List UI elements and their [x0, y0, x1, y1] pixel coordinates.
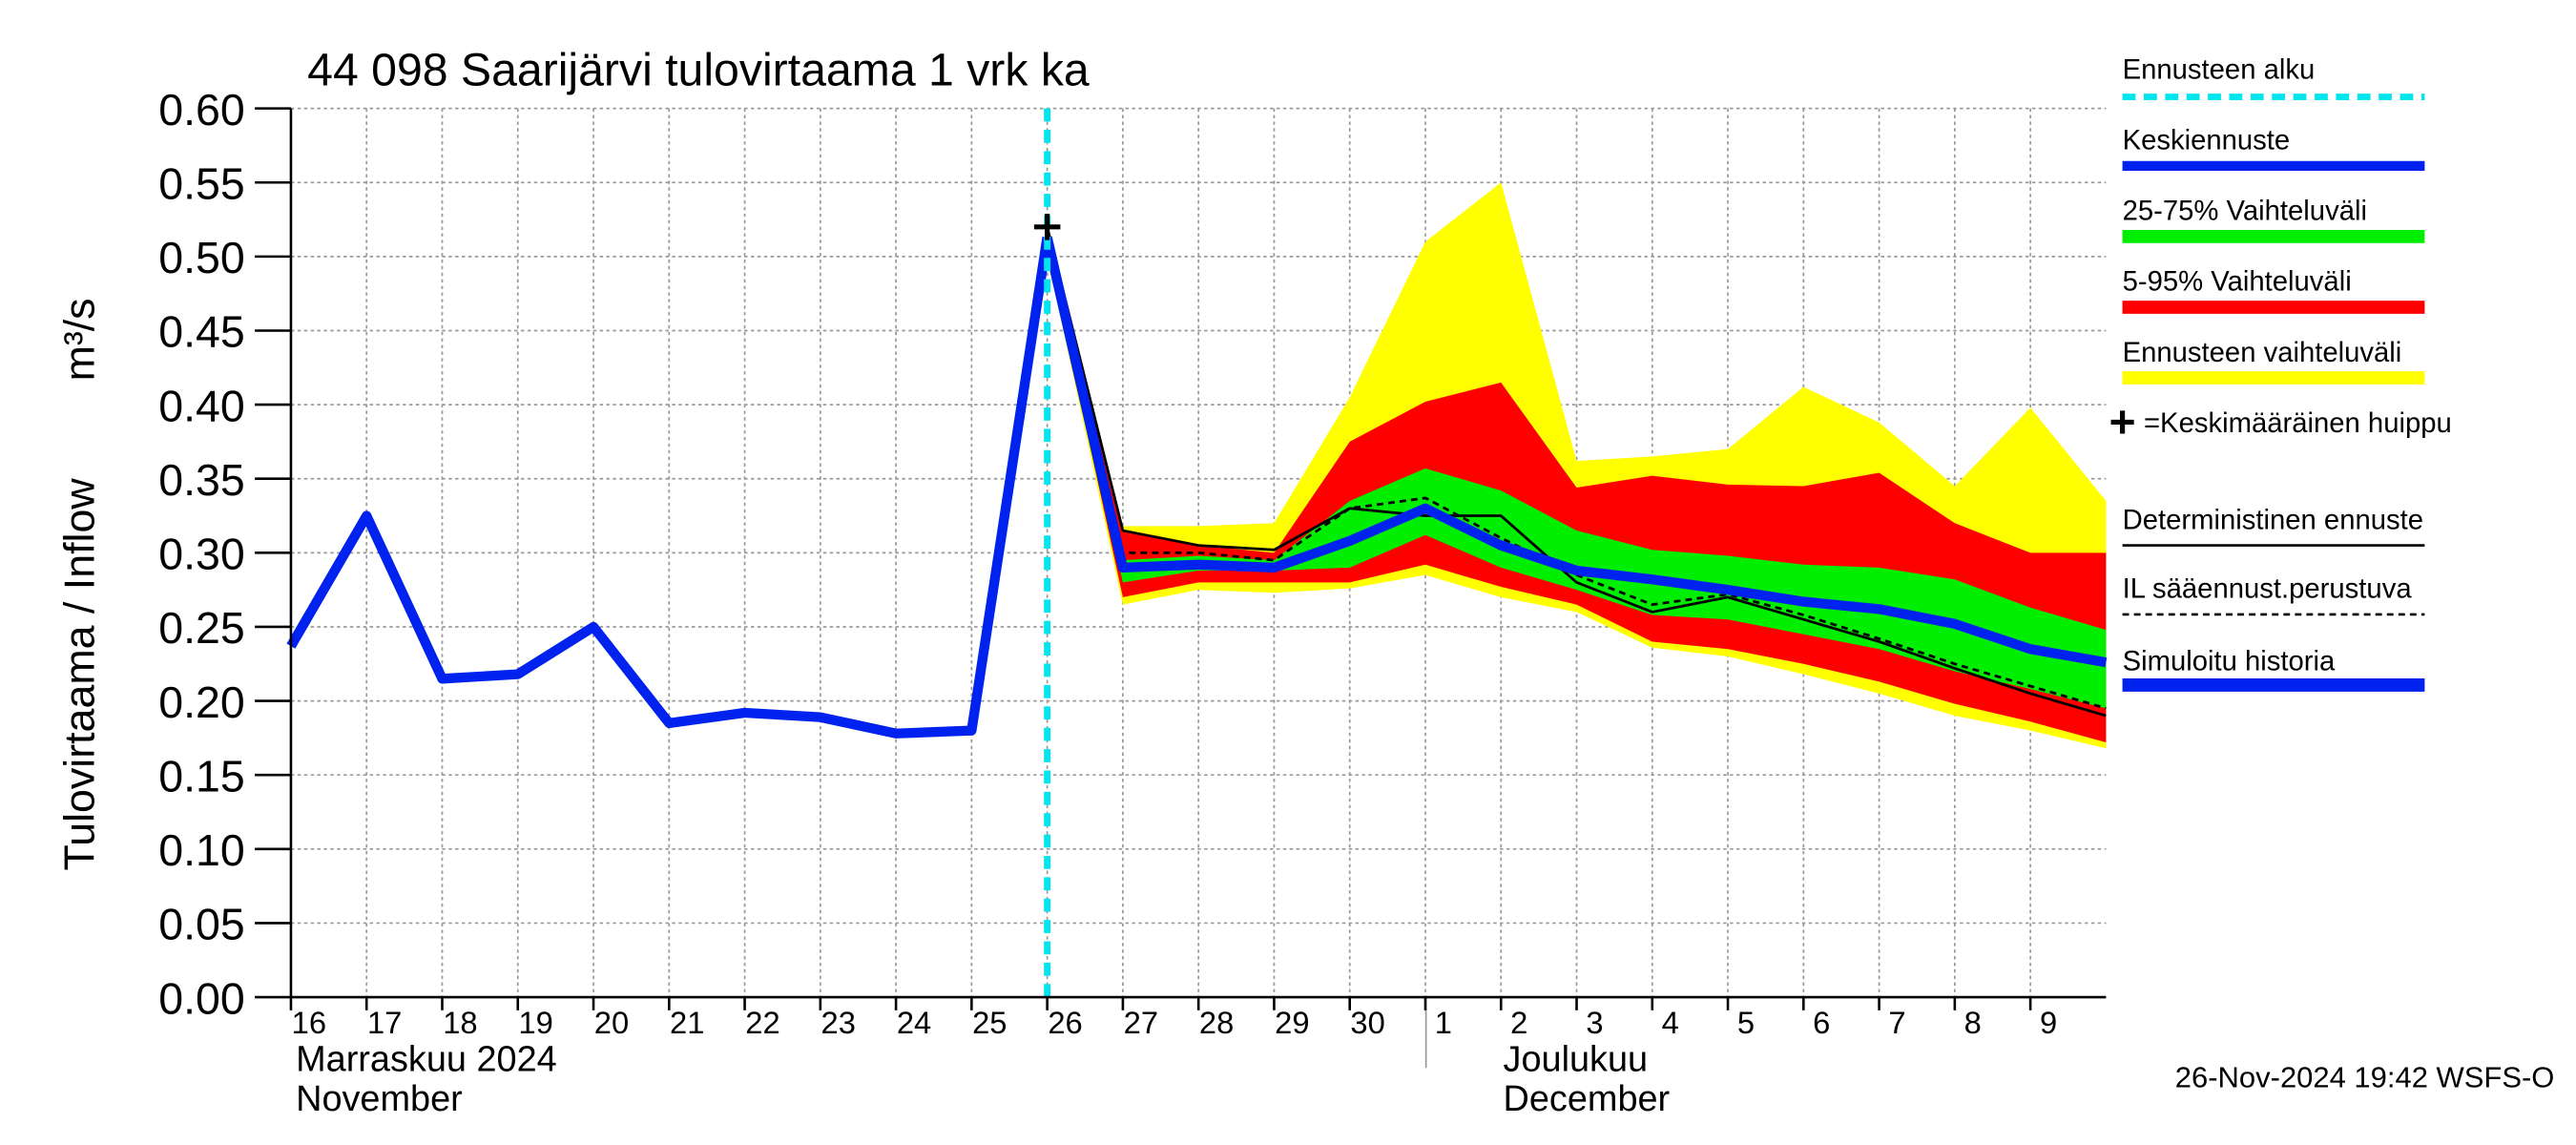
legend-label: Deterministinen ennuste: [2123, 505, 2423, 535]
y-tick-label: 0.20: [158, 677, 244, 727]
month-label-en: December: [1504, 1079, 1671, 1119]
x-tick-label: 21: [670, 1005, 704, 1040]
x-tick-label: 28: [1199, 1005, 1234, 1040]
x-tick-label: 5: [1737, 1005, 1755, 1040]
x-tick-label: 8: [1964, 1005, 1982, 1040]
legend-label: =Keskimääräinen huippu: [2144, 408, 2452, 439]
y-tick-label: 0.45: [158, 307, 244, 357]
legend-label: 25-75% Vaihteluväli: [2123, 197, 2367, 227]
x-tick-label: 4: [1662, 1005, 1679, 1040]
y-tick-label: 0.05: [158, 900, 244, 949]
y-tick-label: 0.60: [158, 85, 244, 135]
y-axis-label: Tulovirtaama / Inflow: [55, 478, 103, 871]
legend-label: Simuloitu historia: [2123, 646, 2336, 677]
x-tick-label: 20: [594, 1005, 629, 1040]
peak-marker: [1033, 214, 1061, 240]
month-label-en: November: [296, 1079, 463, 1119]
x-tick-label: 9: [2040, 1005, 2057, 1040]
line: [1046, 226, 2107, 718]
x-tick-label: 19: [518, 1005, 552, 1040]
x-tick-label: 23: [821, 1005, 856, 1040]
legend: Ennusteen alku Keskiennuste 25-75% Vaiht…: [2110, 55, 2452, 692]
y-tick-label: 0.15: [158, 751, 244, 801]
y-axis-unit: m³/s: [55, 298, 103, 381]
plot-area: 0.00 0.05 0.10 0.15 0.20 0.25 0.30 0.35 0.40 0.45…: [158, 85, 2108, 1040]
legend-label: Keskiennuste: [2123, 126, 2291, 156]
legend-label: Ennusteen alku: [2123, 55, 2316, 86]
legend-swatch: [2110, 410, 2134, 434]
chart-title: 44 098 Saarijärvi tulovirtaama 1 vrk ka: [307, 45, 1090, 96]
x-tick-label: 30: [1350, 1005, 1384, 1040]
x-tick-label: 25: [972, 1005, 1007, 1040]
x-tick-label: 24: [897, 1005, 931, 1040]
x-tick-label: 29: [1275, 1005, 1309, 1040]
line: [1042, 236, 2108, 668]
y-tick-label: 0.30: [158, 530, 244, 579]
band: [1047, 234, 2107, 709]
x-tick-label: 2: [1510, 1005, 1527, 1040]
y-tick-label: 0.50: [158, 233, 244, 282]
month-label: Joulukuu: [1504, 1040, 1649, 1080]
x-tick-label: 18: [443, 1005, 477, 1040]
x-tick-label: 27: [1124, 1005, 1158, 1040]
y-tick-label: 0.10: [158, 825, 244, 875]
x-tick-label: 26: [1048, 1005, 1082, 1040]
month-label: Marraskuu 2024: [296, 1040, 557, 1080]
y-tick-label: 0.35: [158, 455, 244, 505]
y-tick-label: 0.55: [158, 158, 244, 208]
y-tick-label: 0.40: [158, 381, 244, 430]
legend-label: 5-95% Vaihteluväli: [2123, 267, 2352, 298]
x-tick-label: 17: [367, 1005, 402, 1040]
x-tick-label: 22: [745, 1005, 779, 1040]
y-tick-label: 0.25: [158, 603, 244, 653]
x-tick-label: 7: [1888, 1005, 1905, 1040]
footer: 26-Nov-2024 19:42 WSFS-O: [2175, 1061, 2555, 1094]
x-tick-label: 1: [1435, 1005, 1452, 1040]
y-tick-label: 0.00: [158, 973, 244, 1023]
x-tick-label: 3: [1586, 1005, 1603, 1040]
legend-label: IL sääennust.perustuva: [2123, 574, 2413, 605]
x-tick-label: 16: [292, 1005, 326, 1040]
legend-label: Ennusteen vaihteluväli: [2123, 338, 2402, 368]
x-tick-label: 6: [1813, 1005, 1830, 1040]
line: [286, 236, 1052, 739]
